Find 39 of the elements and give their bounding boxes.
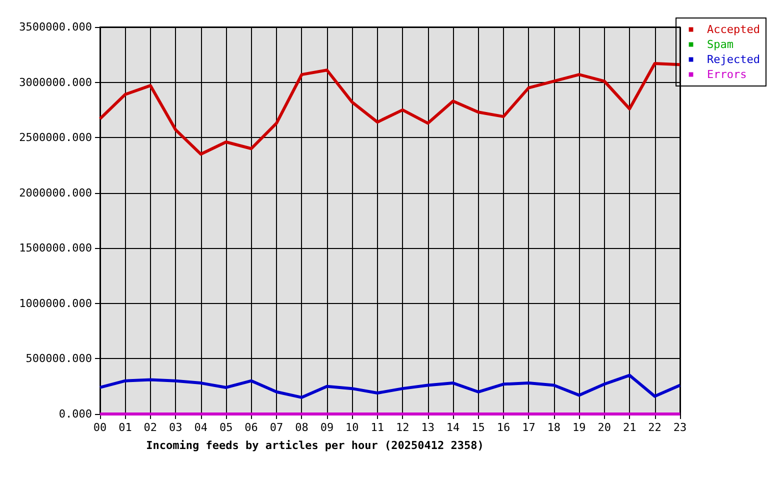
- legend-label: Rejected: [707, 53, 760, 66]
- x-tick-label: 18: [547, 421, 561, 434]
- x-tick-label: 03: [169, 421, 182, 434]
- x-tick-label: 15: [472, 421, 485, 434]
- x-tick-label: 20: [598, 421, 611, 434]
- x-tick-label: 13: [421, 421, 434, 434]
- x-tick-label: 05: [219, 421, 233, 434]
- x-tick-label: 08: [295, 421, 308, 434]
- y-tick-label: 2000000.000: [19, 186, 92, 200]
- x-tick-label: 23: [673, 421, 687, 434]
- x-tick-label: 19: [572, 421, 586, 434]
- x-tick-label: 06: [244, 421, 258, 434]
- legend-label: Spam: [707, 38, 734, 51]
- y-tick-label: 0.000: [58, 408, 92, 420]
- x-tick-label: 22: [648, 421, 662, 434]
- y-tick-label: 2500000.000: [19, 131, 92, 144]
- x-tick-label: 14: [446, 421, 460, 434]
- x-tick-label: 21: [622, 421, 636, 434]
- x-tick-label: 16: [496, 421, 510, 434]
- y-tick-label: 3000000.000: [19, 76, 92, 89]
- x-tick-label: 17: [522, 421, 536, 434]
- y-tick-label: 1000000.000: [19, 296, 92, 310]
- x-tick-label: 10: [346, 421, 359, 434]
- line-series: [98, 374, 682, 399]
- legend-label: Errors: [707, 68, 747, 81]
- y-tick-label: 3500000.000: [19, 20, 92, 34]
- x-tick-label: 02: [144, 421, 158, 434]
- x-tick-label: 01: [118, 421, 132, 434]
- x-tick-label: 04: [194, 421, 208, 434]
- x-tick-label: 00: [93, 421, 107, 434]
- x-tick-label: 12: [396, 421, 410, 434]
- x-tick-label: 09: [320, 421, 334, 434]
- line-series: [98, 62, 682, 156]
- x-tick-label: 07: [270, 421, 284, 434]
- legend-label: Accepted: [707, 23, 760, 36]
- x-tick-label: 11: [370, 421, 384, 434]
- y-tick-label: 1500000.000: [19, 242, 92, 255]
- x-axis-title: Incoming feeds by articles per hour (20250412 2358): [146, 439, 484, 452]
- y-tick-label: 500000.000: [26, 352, 92, 366]
